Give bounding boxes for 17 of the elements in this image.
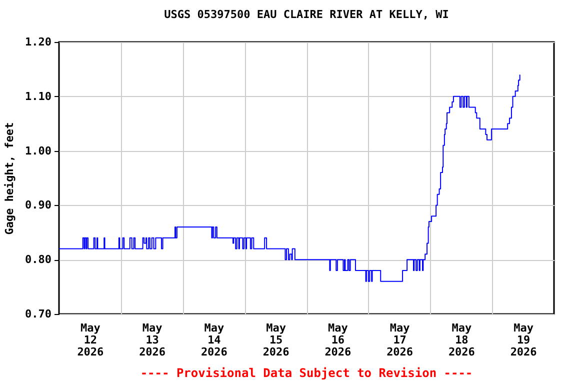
x-tick-label: May 16 2026 [324, 322, 352, 358]
y-axis-title: Gage height, feet [3, 122, 16, 235]
x-tick-label: May 12 2026 [77, 322, 104, 358]
y-tick-label: 0.70 [25, 308, 52, 320]
text: ---- Provisional Data Subject to Revision ---- [139, 366, 474, 380]
y-tick-label: 1.10 [25, 90, 52, 103]
y-tick-label: 0.80 [25, 253, 52, 266]
x-tick-label: May 15 2026 [262, 322, 290, 358]
y-tick-label: 1.00 [25, 144, 52, 158]
y-tick-label: 1.20 [25, 36, 52, 48]
x-tick-label: May 19 2026 [510, 322, 538, 358]
x-tick-label: May 14 2026 [200, 322, 228, 358]
chart-title: USGS 05397500 EAU CLAIRE RIVER AT KELLY, WI [164, 8, 449, 21]
x-tick-label: May 17 2026 [386, 322, 414, 358]
y-tick-label: 0.90 [25, 198, 52, 212]
x-tick-label: May 13 2026 [139, 322, 166, 358]
x-tick-label: May 18 2026 [448, 322, 476, 358]
